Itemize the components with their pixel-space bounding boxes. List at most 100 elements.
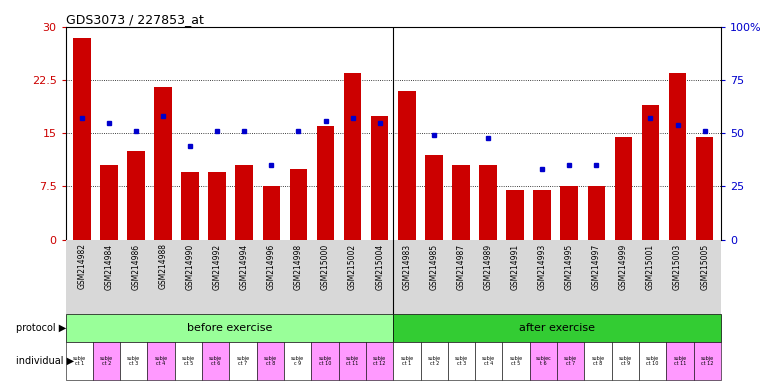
Bar	[311, 342, 338, 380]
Text: subje
ct 9: subje ct 9	[619, 356, 632, 366]
Bar	[93, 342, 120, 380]
Text: subjec
t 6: subjec t 6	[536, 356, 551, 366]
Bar	[557, 342, 584, 380]
Text: GSM214991: GSM214991	[510, 243, 520, 290]
Bar	[366, 342, 393, 380]
Bar	[694, 342, 721, 380]
Text: GSM214995: GSM214995	[564, 243, 574, 290]
Bar	[530, 342, 557, 380]
Bar	[120, 342, 147, 380]
Text: GSM215002: GSM215002	[348, 243, 357, 290]
Bar	[452, 165, 470, 240]
Text: GSM215001: GSM215001	[646, 243, 655, 290]
Text: GSM214985: GSM214985	[429, 243, 439, 290]
Bar	[503, 342, 530, 380]
Text: before exercise: before exercise	[187, 323, 272, 333]
Bar	[317, 126, 335, 240]
Bar	[154, 87, 172, 240]
Bar	[425, 155, 443, 240]
Text: after exercise: after exercise	[519, 323, 595, 333]
Text: GDS3073 / 227853_at: GDS3073 / 227853_at	[66, 13, 204, 26]
Text: subje
ct 11: subje ct 11	[673, 356, 686, 366]
Bar	[420, 342, 448, 380]
Bar	[507, 190, 524, 240]
Text: GSM214996: GSM214996	[267, 243, 276, 290]
Bar	[66, 342, 93, 380]
Text: GSM214982: GSM214982	[77, 243, 86, 290]
Text: individual ▶: individual ▶	[16, 356, 75, 366]
Text: subje
ct 4: subje ct 4	[482, 356, 495, 366]
Text: GSM214986: GSM214986	[131, 243, 140, 290]
Text: GSM214993: GSM214993	[537, 243, 547, 290]
Bar	[475, 342, 503, 380]
Text: GSM214983: GSM214983	[402, 243, 411, 290]
Text: GSM214990: GSM214990	[186, 243, 194, 290]
Text: subje
ct 8: subje ct 8	[264, 356, 277, 366]
Bar	[480, 165, 497, 240]
Text: GSM214992: GSM214992	[213, 243, 222, 290]
Bar	[66, 314, 393, 342]
Bar	[202, 342, 230, 380]
Text: subje
ct 3: subje ct 3	[455, 356, 468, 366]
Bar	[175, 342, 202, 380]
Text: GSM214997: GSM214997	[592, 243, 601, 290]
Bar	[338, 342, 366, 380]
Bar	[371, 116, 389, 240]
Text: GSM214999: GSM214999	[619, 243, 628, 290]
Bar	[534, 190, 551, 240]
Text: GSM214987: GSM214987	[456, 243, 466, 290]
Text: GSM214998: GSM214998	[294, 243, 303, 290]
Text: GSM214988: GSM214988	[159, 243, 167, 290]
Bar	[208, 172, 226, 240]
Bar	[398, 91, 416, 240]
Text: GSM214994: GSM214994	[240, 243, 249, 290]
Bar	[235, 165, 253, 240]
Text: subje
c 9: subje c 9	[291, 356, 305, 366]
Text: subje
ct 7: subje ct 7	[564, 356, 577, 366]
Text: GSM215000: GSM215000	[321, 243, 330, 290]
Bar	[641, 105, 659, 240]
Bar	[584, 342, 611, 380]
Bar	[284, 342, 311, 380]
Text: subje
ct 10: subje ct 10	[646, 356, 659, 366]
Bar	[73, 38, 90, 240]
Text: subje
ct 10: subje ct 10	[318, 356, 332, 366]
Text: GSM215003: GSM215003	[673, 243, 682, 290]
Text: subje
ct 3: subje ct 3	[127, 356, 140, 366]
Text: subje
ct 6: subje ct 6	[209, 356, 222, 366]
Bar	[393, 342, 420, 380]
Text: GSM215004: GSM215004	[375, 243, 384, 290]
Text: GSM215005: GSM215005	[700, 243, 709, 290]
Bar	[147, 342, 175, 380]
Bar	[257, 342, 284, 380]
Bar	[696, 137, 713, 240]
Text: subje
ct 7: subje ct 7	[237, 356, 250, 366]
Bar	[561, 187, 578, 240]
Text: subje
ct 5: subje ct 5	[510, 356, 523, 366]
Text: subje
ct 12: subje ct 12	[701, 356, 714, 366]
Bar	[290, 169, 307, 240]
Bar	[100, 165, 118, 240]
Bar	[181, 172, 199, 240]
Text: subje
ct 4: subje ct 4	[154, 356, 167, 366]
Bar	[448, 342, 475, 380]
Bar	[668, 73, 686, 240]
Text: GSM214984: GSM214984	[104, 243, 113, 290]
Bar	[344, 73, 362, 240]
Bar	[614, 137, 632, 240]
Text: protocol ▶: protocol ▶	[16, 323, 66, 333]
Bar	[127, 151, 145, 240]
Bar	[611, 342, 639, 380]
Text: subje
ct 2: subje ct 2	[428, 356, 441, 366]
Bar	[393, 314, 721, 342]
Text: subje
ct 1: subje ct 1	[72, 356, 86, 366]
Text: subje
ct 1: subje ct 1	[400, 356, 413, 366]
Bar	[230, 342, 257, 380]
Bar	[588, 187, 605, 240]
Text: subje
ct 2: subje ct 2	[100, 356, 113, 366]
Text: subje
ct 5: subje ct 5	[182, 356, 195, 366]
Bar	[666, 342, 694, 380]
Text: GSM214989: GSM214989	[483, 243, 493, 290]
Text: subje
ct 12: subje ct 12	[373, 356, 386, 366]
Bar	[263, 187, 280, 240]
